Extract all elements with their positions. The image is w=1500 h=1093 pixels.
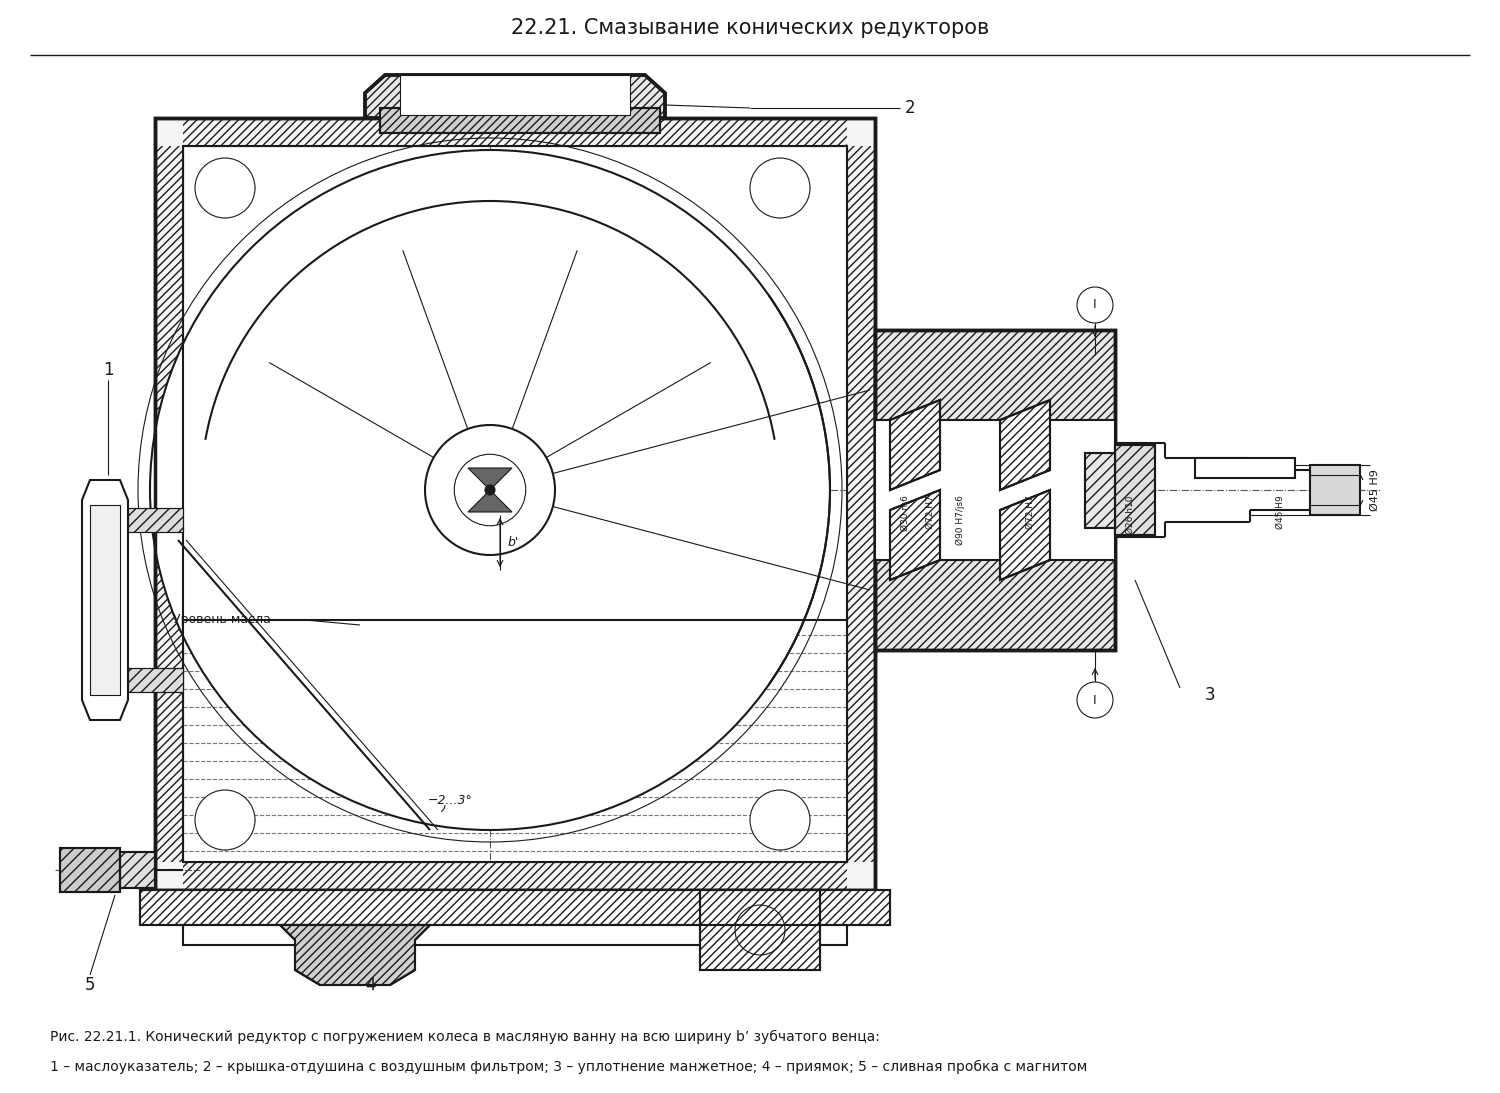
Circle shape (195, 158, 255, 218)
Bar (700, 890, 820, 969)
Bar (1084, 453, 1114, 528)
Text: 3: 3 (1204, 686, 1215, 704)
Bar (128, 668, 183, 692)
Polygon shape (82, 480, 128, 720)
Bar (60, 848, 120, 892)
Bar (1084, 453, 1114, 528)
Circle shape (750, 158, 810, 218)
Bar (1310, 465, 1360, 515)
Bar (874, 330, 1114, 650)
Bar (1114, 445, 1155, 534)
Polygon shape (1000, 490, 1050, 580)
Bar (183, 118, 847, 146)
Bar (700, 890, 820, 969)
Bar (874, 420, 1114, 560)
Circle shape (1077, 682, 1113, 718)
Text: Ø45 H9: Ø45 H9 (1275, 495, 1284, 529)
Bar (400, 75, 630, 115)
Text: 2: 2 (904, 99, 915, 117)
Text: Ø45 H9: Ø45 H9 (1370, 469, 1380, 510)
Text: −2...3°: −2...3° (427, 794, 472, 807)
Circle shape (454, 455, 525, 526)
Polygon shape (468, 468, 512, 490)
Text: Ø90 H7/js6: Ø90 H7/js6 (956, 495, 964, 545)
Bar (60, 848, 120, 892)
Bar (183, 146, 847, 862)
Text: b': b' (509, 536, 519, 549)
Bar (128, 508, 183, 532)
Bar (183, 146, 847, 862)
Bar (120, 853, 154, 888)
Text: 22.21. Смазывание конических редукторов: 22.21. Смазывание конических редукторов (512, 17, 988, 38)
Bar (128, 668, 183, 692)
Circle shape (150, 150, 830, 830)
Text: Ø72 H7: Ø72 H7 (926, 495, 934, 529)
Bar (874, 330, 1114, 650)
Text: Ø26 h10: Ø26 h10 (1125, 495, 1134, 533)
Circle shape (195, 790, 255, 850)
Text: Ø30 m6: Ø30 m6 (900, 495, 909, 531)
Polygon shape (890, 400, 940, 490)
Text: Уровень масла: Уровень масла (172, 613, 272, 626)
Bar (380, 108, 660, 133)
Circle shape (424, 425, 555, 555)
Bar (380, 108, 660, 133)
Bar (847, 146, 874, 862)
Bar (380, 108, 660, 133)
Bar (183, 925, 847, 945)
Polygon shape (90, 505, 120, 695)
Bar (1196, 458, 1294, 478)
Circle shape (750, 790, 810, 850)
Bar (183, 862, 847, 890)
Text: 5: 5 (84, 976, 96, 994)
Bar (1084, 453, 1114, 528)
Bar (1114, 445, 1155, 534)
Bar (154, 118, 874, 890)
Polygon shape (468, 490, 512, 512)
Polygon shape (1000, 400, 1050, 490)
Bar (874, 330, 1114, 650)
Text: Рис. 22.21.1. Конический редуктор с погружением колеса в масляную ванну на всю ш: Рис. 22.21.1. Конический редуктор с погр… (50, 1030, 880, 1044)
Text: 4: 4 (364, 976, 375, 994)
Bar (140, 890, 890, 925)
Polygon shape (280, 925, 430, 985)
Bar (128, 508, 183, 532)
Text: I: I (1094, 298, 1096, 312)
Bar (120, 853, 154, 888)
Text: 1 – маслоуказатель; 2 – крышка-отдушина с воздушным фильтром; 3 – уплотнение ман: 1 – маслоуказатель; 2 – крышка-отдушина … (50, 1060, 1088, 1074)
Bar (154, 146, 183, 862)
Text: Ø72 H7: Ø72 H7 (1026, 495, 1035, 529)
Bar (154, 118, 874, 890)
Polygon shape (890, 490, 940, 580)
Bar (128, 668, 183, 692)
Bar (1114, 445, 1155, 534)
Polygon shape (364, 75, 664, 118)
Circle shape (484, 485, 495, 495)
Bar (700, 890, 820, 969)
Text: I: I (1094, 693, 1096, 706)
Bar (60, 848, 120, 892)
Bar (128, 508, 183, 532)
Text: 1: 1 (102, 361, 114, 379)
Bar (140, 890, 890, 925)
Bar (120, 853, 154, 888)
Circle shape (1077, 287, 1113, 324)
Bar (140, 890, 890, 925)
